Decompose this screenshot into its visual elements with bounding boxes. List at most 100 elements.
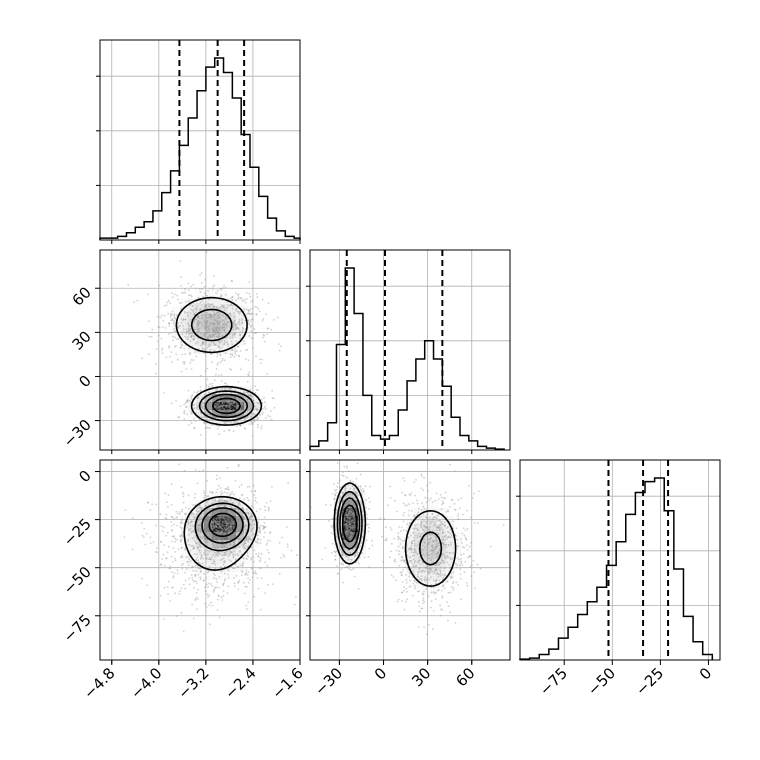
sample-point: [229, 388, 231, 391]
sample-point: [209, 558, 211, 561]
sample-point: [217, 594, 220, 596]
sample-point: [214, 343, 217, 346]
sample-point: [416, 536, 419, 539]
sample-point: [253, 522, 256, 525]
density-cell: [212, 386, 220, 394]
density-cell: [196, 556, 204, 564]
sample-point: [252, 399, 255, 402]
sample-point: [423, 541, 426, 544]
sample-point: [223, 520, 226, 523]
sample-point: [352, 515, 355, 517]
sample-point: [215, 522, 218, 525]
sample-point: [213, 520, 216, 523]
sample-point: [279, 345, 282, 348]
sample-point: [224, 421, 227, 424]
sample-point: [214, 547, 216, 549]
sample-point: [218, 477, 221, 479]
sample-point: [241, 564, 244, 567]
sample-point: [456, 557, 459, 559]
sample-point: [199, 303, 201, 305]
sample-point: [276, 316, 279, 319]
sample-point: [230, 524, 233, 527]
sample-point: [447, 619, 449, 622]
sample-point: [419, 566, 421, 569]
sample-point: [233, 332, 236, 335]
sample-point: [417, 532, 420, 535]
sample-point: [212, 330, 215, 333]
sample-point: [223, 359, 226, 362]
sample-point: [219, 531, 221, 534]
sample-point: [335, 491, 337, 494]
sample-point: [199, 524, 201, 527]
sample-point: [253, 561, 256, 563]
sample-point: [335, 517, 338, 520]
sample-point: [442, 502, 445, 505]
sample-point: [398, 553, 400, 556]
sample-point: [246, 417, 249, 419]
sample-point: [215, 512, 218, 514]
sample-point: [223, 418, 226, 420]
sample-point: [213, 323, 216, 325]
sample-point: [179, 324, 182, 327]
sample-point: [236, 404, 239, 407]
sample-point: [217, 396, 220, 398]
sample-point: [220, 566, 223, 569]
sample-point: [442, 497, 445, 499]
sample-point: [342, 471, 345, 474]
sample-point: [214, 586, 217, 589]
sample-point: [226, 404, 229, 407]
sample-point: [457, 498, 460, 501]
sample-point: [190, 336, 193, 339]
sample-point: [346, 535, 348, 537]
sample-point: [435, 538, 438, 541]
sample-point: [397, 532, 400, 534]
scatter-points: [311, 462, 505, 636]
sample-point: [248, 335, 251, 337]
sample-point: [247, 513, 250, 515]
sample-point: [186, 539, 189, 541]
sample-point: [256, 577, 259, 579]
sample-point: [219, 408, 222, 411]
sample-point: [429, 526, 431, 529]
sample-point: [191, 332, 194, 335]
sample-point: [207, 582, 210, 585]
density-cell: [188, 548, 196, 556]
sample-point: [249, 404, 252, 407]
sample-point: [225, 404, 228, 407]
sample-point: [215, 578, 218, 580]
sample-point: [232, 408, 235, 411]
sample-point: [229, 527, 232, 529]
sample-point: [213, 577, 216, 579]
sample-point: [231, 336, 234, 339]
sample-point: [211, 491, 213, 494]
sample-point: [428, 624, 430, 626]
density-cell: [358, 492, 366, 500]
sample-point: [295, 596, 297, 598]
sample-point: [429, 537, 431, 540]
sample-point: [331, 493, 334, 495]
sample-point: [212, 410, 215, 413]
sample-point: [233, 413, 236, 415]
sample-point: [349, 524, 352, 526]
sample-point: [170, 521, 173, 523]
sample-point: [225, 382, 227, 385]
sample-point: [176, 298, 179, 301]
sample-point: [429, 550, 432, 552]
sample-point: [241, 329, 244, 332]
sample-point: [265, 313, 267, 316]
sample-point: [215, 405, 218, 408]
sample-point: [217, 537, 220, 540]
sample-point: [426, 484, 428, 487]
sample-point: [203, 523, 206, 525]
sample-point: [245, 537, 248, 540]
sample-point: [204, 278, 207, 281]
sample-point: [230, 525, 233, 527]
sample-point: [254, 572, 257, 575]
sample-point: [216, 396, 219, 399]
sample-point: [214, 574, 216, 577]
sample-point: [466, 549, 469, 551]
sample-point: [180, 521, 182, 523]
sample-point: [241, 506, 244, 509]
sample-point: [222, 594, 225, 597]
sample-point: [346, 467, 348, 469]
